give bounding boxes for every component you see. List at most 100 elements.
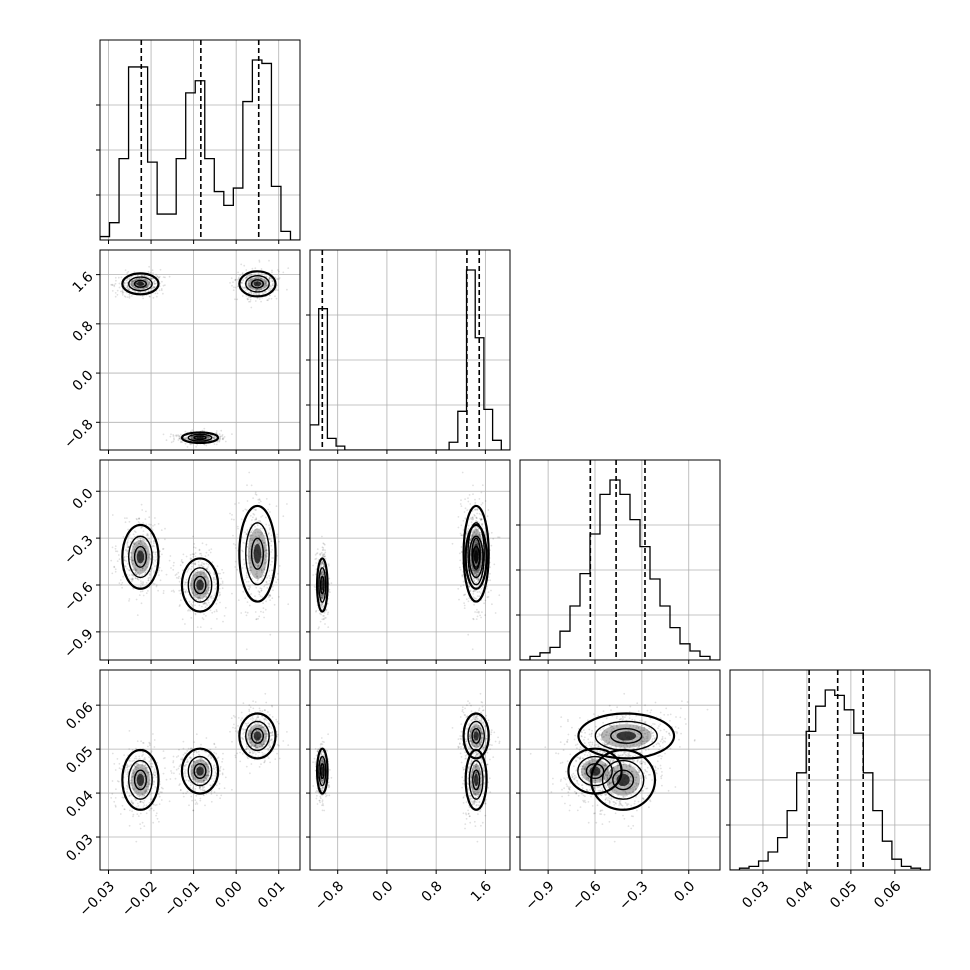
sample-point — [321, 597, 323, 600]
sample-point — [459, 559, 462, 562]
sample-point — [190, 437, 193, 439]
sample-point — [203, 779, 206, 782]
sample-point — [146, 532, 149, 535]
sample-point — [204, 592, 207, 595]
sample-point — [258, 536, 261, 539]
sample-point — [259, 595, 262, 597]
sample-point — [127, 546, 130, 548]
sample-point — [457, 516, 460, 518]
sample-point — [203, 575, 206, 578]
sample-point — [164, 767, 166, 769]
sample-point — [223, 615, 226, 617]
sample-point — [135, 287, 137, 290]
sample-point — [198, 596, 201, 599]
sample-point — [258, 501, 260, 504]
sample-point — [259, 521, 262, 523]
sample-point — [123, 556, 125, 559]
sample-point — [248, 296, 251, 299]
sample-point — [144, 764, 146, 767]
sample-point — [132, 802, 135, 805]
sample-point — [321, 604, 323, 607]
sample-point — [269, 285, 272, 287]
sample-point — [136, 544, 138, 546]
sample-point — [154, 553, 157, 556]
sample-point — [318, 612, 321, 615]
sample-point — [146, 766, 149, 769]
sample-point — [325, 609, 328, 611]
sample-point — [142, 275, 145, 277]
sample-point — [207, 768, 210, 770]
sample-point — [146, 775, 149, 778]
sample-point — [150, 541, 153, 543]
sample-point — [472, 518, 475, 520]
sample-point — [267, 549, 269, 552]
sample-point — [248, 300, 250, 303]
sample-point — [254, 509, 257, 511]
sample-point — [221, 568, 224, 571]
sample-point — [264, 282, 266, 284]
sample-point — [271, 284, 274, 286]
sample-point — [140, 786, 142, 788]
sample-point — [155, 812, 158, 815]
sample-point — [185, 761, 188, 763]
sample-point — [141, 767, 144, 770]
sample-point — [130, 781, 133, 784]
sample-point — [132, 772, 135, 775]
sample-point — [193, 553, 195, 556]
sample-point — [254, 535, 257, 538]
sample-point — [157, 523, 160, 525]
sample-point — [247, 576, 249, 579]
sample-point — [189, 558, 192, 561]
sample-point — [149, 271, 152, 274]
sample-point — [474, 509, 477, 511]
sample-point — [218, 773, 221, 775]
sample-point — [198, 787, 201, 790]
sample-point — [152, 542, 155, 544]
sample-point — [151, 545, 154, 548]
sample-point — [115, 279, 117, 282]
sample-point — [151, 286, 154, 288]
sample-point — [471, 534, 474, 537]
sample-point — [253, 277, 256, 280]
sample-point — [124, 296, 127, 298]
sample-point — [172, 589, 175, 592]
sample-point — [208, 549, 211, 552]
sample-point — [146, 570, 149, 572]
sample-point — [196, 783, 199, 785]
sample-point — [190, 584, 193, 586]
sample-point — [257, 590, 260, 593]
sample-point — [168, 275, 171, 278]
sample-point — [139, 801, 142, 804]
sample-point — [256, 575, 258, 578]
sample-point — [324, 551, 327, 554]
sample-point — [134, 546, 137, 548]
sample-point — [254, 277, 257, 280]
sample-point — [247, 298, 250, 300]
sample-point — [188, 779, 190, 782]
y-tick-label: 0.0 — [70, 367, 97, 394]
sample-point — [219, 601, 221, 604]
sample-point — [147, 555, 150, 558]
sample-point — [213, 573, 216, 576]
sample-point — [195, 794, 198, 797]
sample-point — [162, 787, 164, 790]
sample-point — [185, 436, 188, 439]
sample-point — [215, 583, 218, 585]
sample-point — [154, 771, 157, 774]
sample-point — [210, 595, 212, 598]
sample-point — [320, 613, 322, 616]
sample-point — [480, 533, 483, 536]
sample-point — [158, 289, 161, 292]
sample-point — [247, 280, 250, 282]
sample-point — [270, 277, 272, 279]
contour-level — [245, 275, 270, 293]
sample-point — [190, 582, 193, 584]
sample-point — [146, 779, 149, 781]
sample-point — [157, 276, 160, 279]
sample-point — [145, 563, 148, 566]
sample-point — [254, 277, 257, 279]
sample-point — [191, 769, 194, 771]
sample-point — [130, 280, 133, 283]
sample-point — [134, 755, 137, 758]
sample-point — [256, 579, 259, 582]
